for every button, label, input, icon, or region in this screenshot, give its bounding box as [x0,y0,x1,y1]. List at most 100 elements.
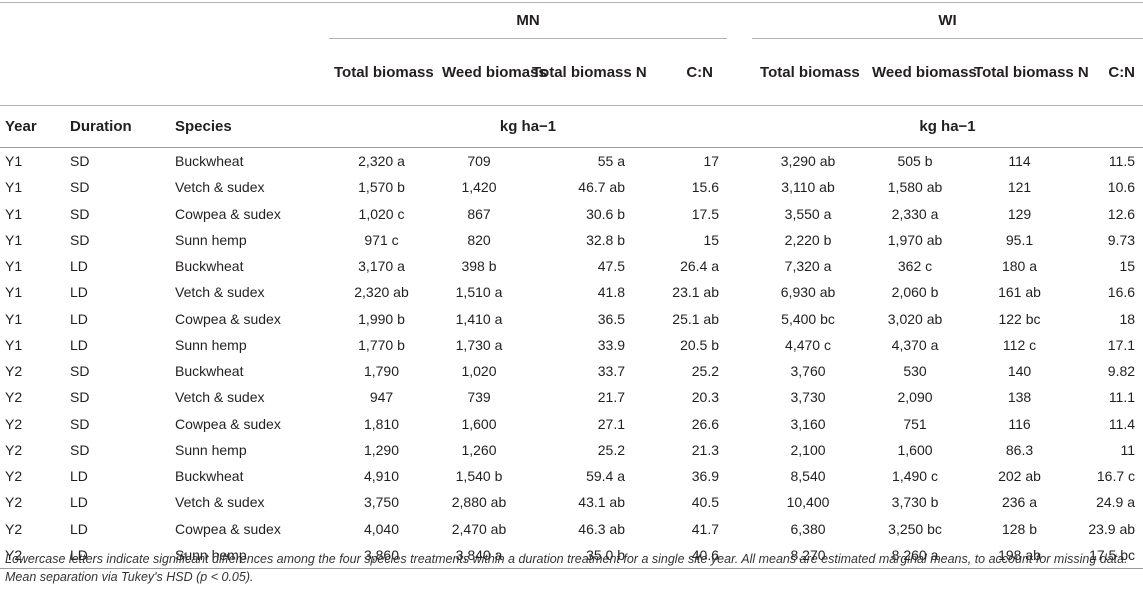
mn-weed-biomass-cell: 867 [467,205,491,222]
wi-cn-cell: 24.9 a [1096,494,1136,511]
wi-weed-biomass-cell: 3,730 b [891,494,939,511]
year-cell: Y2 [5,389,23,406]
mn-cn-cell: 17 [703,153,720,170]
mn-total-n-cell: 46.7 ab [578,179,625,196]
wi-cn-cell: 15 [1119,258,1136,275]
wi-weed-biomass-cell: 4,370 a [891,336,939,353]
spacer-cell [727,384,752,410]
mn-total-n-cell: 35.0 b [586,546,625,563]
wi-total-n-cell: 180 a [1001,258,1038,275]
mn-total-n-cell: 30.6 b [586,205,625,222]
species-cell: Buckwheat [175,468,244,485]
site-mn-header: MN [329,2,728,39]
mn-cn-cell: 25.2 [691,363,720,380]
duration-column-header: Duration [70,118,132,135]
table-row: Y2 LD Cowpea & sudex 4,040 2,470 ab 46.3 ab 41… [0,516,1143,542]
mn-weed-biomass-cell: 739 [467,389,491,406]
wi-total-biomass-cell: 3,550 a [784,205,832,222]
wi-total-n-cell: 114 [1008,153,1031,170]
wi-cn-cell: 16.6 [1107,284,1136,301]
year-cell: Y1 [5,205,23,222]
mn-total-n-cell: 33.9 [597,336,625,353]
mn-total-biomass-header: Total biomass [334,63,434,81]
mn-weed-biomass-cell: 709 [467,153,491,170]
wi-cn-cell: 17.5 bc [1089,546,1136,563]
wi-cn-cell: 12.6 [1107,205,1136,222]
mn-total-biomass-cell: 3,860 [363,546,400,563]
spacer-cell [727,253,752,279]
mn-total-n-cell: 43.1 ab [578,494,625,511]
spacer-cell [727,437,752,463]
table-row: Y1 SD Vetch & sudex 1,570 b 1,420 46.7 ab 15.6… [0,174,1143,200]
table-row: Y1 LD Buckwheat 3,170 a 398 b 47.5 26.4 a 7,320… [0,253,1143,279]
mn-total-biomass-cell: 2,320 a [358,153,405,170]
wi-total-n-cell: 122 bc [998,310,1041,327]
wi-total-n-cell: 116 [1008,415,1031,432]
mn-total-biomass-cell: 971 c [364,231,399,248]
species-cell: Sunn hemp [175,231,247,248]
species-cell: Sunn hemp [175,336,247,353]
duration-cell: SD [70,389,90,406]
table-row: Y2 SD Sunn hemp 1,290 1,260 25.2 21.3 2,100 1,60… [0,437,1143,463]
wi-weed-biomass-cell: 751 [903,415,927,432]
mn-weed-biomass-cell: 820 [467,231,491,248]
species-column-header: Species [175,118,232,135]
year-cell: Y1 [5,336,23,353]
wi-total-biomass-cell: 6,380 [790,520,826,537]
wi-total-n-header: Total biomass N [974,63,1089,81]
mn-weed-biomass-cell: 1,410 a [455,310,503,327]
wi-total-biomass-cell: 3,160 [790,415,826,432]
site-wi-header: WI [752,2,1143,39]
duration-cell: SD [70,205,90,222]
column-label-row: Year Duration Species kg ha−1 kg ha−1 [0,105,1143,148]
duration-cell: SD [70,153,90,170]
metric-header-row: Total biomass Weed biomass Total biomass… [0,39,1143,106]
mn-total-biomass-cell: 2,320 ab [354,284,409,301]
year-cell: Y1 [5,310,23,327]
wi-unit-label: kg ha−1 [919,118,976,135]
mn-total-n-cell: 36.5 [597,310,625,327]
duration-cell: LD [70,258,88,275]
wi-total-biomass-cell: 4,470 c [785,336,831,353]
year-column-header: Year [5,118,37,135]
wi-cn-cell: 16.7 c [1096,468,1136,485]
spacer-cell [727,489,752,515]
species-cell: Cowpea & sudex [175,520,281,537]
wi-total-n-cell: 202 ab [998,468,1041,485]
wi-weed-biomass-cell: 2,330 a [891,205,939,222]
duration-cell: LD [70,520,88,537]
mn-total-n-header: Total biomass N [532,63,647,81]
mn-total-n-cell: 32.8 b [586,231,625,248]
wi-total-n-cell: 140 [1007,363,1032,380]
table-row: Y2 SD Buckwheat 1,790 1,020 33.7 25.2 3,760 530 1… [0,358,1143,384]
mn-weed-biomass-cell: 398 b [461,258,497,275]
mn-total-n-cell: 27.1 [597,415,625,432]
mn-weed-biomass-cell: 1,730 a [455,336,503,353]
wi-total-n-cell: 161 ab [998,284,1041,301]
mn-cn-cell: 23.1 ab [672,284,720,301]
wi-cn-header: C:N [1108,63,1136,81]
wi-total-biomass-cell: 2,220 b [784,231,832,248]
mn-weed-biomass-cell: 1,510 a [455,284,503,301]
wi-weed-biomass-cell: 1,490 c [892,468,938,485]
wi-total-n-cell: 86.3 [1005,441,1034,458]
mn-unit-label: kg ha−1 [499,118,557,135]
mn-cn-cell: 20.3 [691,389,720,406]
mn-weed-biomass-cell: 1,540 b [455,468,503,485]
species-cell: Vetch & sudex [175,179,265,196]
mn-total-biomass-cell: 947 [369,389,394,406]
mn-cn-header: C:N [686,63,714,81]
table-body: Y1 SD Buckwheat 2,320 a 709 55 a 17 3,290 ab 505… [0,148,1143,569]
table-row: Y1 LD Vetch & sudex 2,320 ab 1,510 a 41.8 23.1… [0,279,1143,305]
wi-weed-biomass-cell: 2,060 b [891,284,939,301]
species-cell: Buckwheat [175,258,244,275]
spacer-cell [727,463,752,489]
mn-cn-cell: 36.9 [691,468,720,485]
wi-weed-biomass-cell: 1,600 [897,441,933,458]
duration-cell: SD [70,363,90,380]
mn-weed-biomass-cell: 2,880 ab [451,494,507,511]
mn-weed-biomass-cell: 1,260 [461,441,497,458]
year-cell: Y1 [5,284,23,301]
wi-total-biomass-cell: 3,290 ab [780,153,836,170]
wi-total-n-cell: 128 b [1001,520,1038,537]
